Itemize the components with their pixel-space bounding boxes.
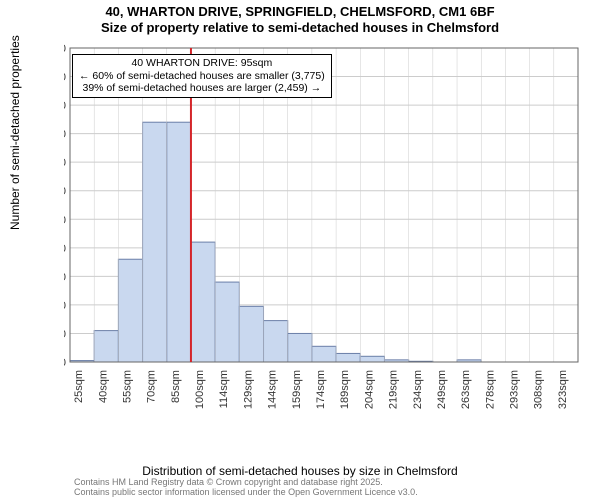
chart-title-line1: 40, WHARTON DRIVE, SPRINGFIELD, CHELMSFO… (0, 4, 600, 19)
svg-text:293sqm: 293sqm (509, 370, 521, 409)
histogram-svg: 0 200 400 600 800 1000 1200 1400 1600 1800 2000 220… (64, 42, 584, 422)
svg-text:308sqm: 308sqm (533, 370, 545, 409)
svg-text:600: 600 (64, 271, 66, 283)
svg-text:278sqm: 278sqm (484, 370, 496, 409)
annotation-line1: 40 WHARTON DRIVE: 95sqm (79, 57, 325, 70)
svg-text:800: 800 (64, 243, 66, 255)
svg-text:174sqm: 174sqm (315, 370, 327, 409)
chart-container: 40, WHARTON DRIVE, SPRINGFIELD, CHELMSFO… (0, 0, 600, 500)
attribution-text: Contains HM Land Registry data © Crown c… (74, 478, 418, 498)
svg-text:1400: 1400 (64, 157, 66, 169)
annotation-line2: ← 60% of semi-detached houses are smalle… (79, 70, 325, 83)
svg-text:85sqm: 85sqm (170, 370, 182, 403)
svg-text:263sqm: 263sqm (460, 370, 472, 409)
svg-text:1800: 1800 (64, 100, 66, 112)
svg-text:234sqm: 234sqm (412, 370, 424, 409)
svg-text:249sqm: 249sqm (436, 370, 448, 409)
svg-text:2000: 2000 (64, 72, 66, 84)
svg-text:400: 400 (64, 300, 66, 312)
svg-text:219sqm: 219sqm (388, 370, 400, 409)
attribution-line2: Contains public sector information licen… (74, 487, 418, 497)
svg-text:0: 0 (64, 357, 66, 369)
annotation-box: 40 WHARTON DRIVE: 95sqm ← 60% of semi-de… (72, 54, 332, 98)
svg-text:40sqm: 40sqm (97, 370, 109, 403)
svg-text:1200: 1200 (64, 186, 66, 198)
svg-text:1600: 1600 (64, 129, 66, 141)
svg-text:144sqm: 144sqm (267, 370, 279, 409)
svg-text:129sqm: 129sqm (242, 370, 254, 409)
annotation-line3: 39% of semi-detached houses are larger (… (79, 82, 325, 95)
plot-area: 0 200 400 600 800 1000 1200 1400 1600 1800 2000 220… (64, 42, 584, 422)
svg-text:25sqm: 25sqm (73, 370, 85, 403)
attribution-line1: Contains HM Land Registry data © Crown c… (74, 477, 383, 487)
svg-text:204sqm: 204sqm (363, 370, 375, 409)
svg-text:200: 200 (64, 328, 66, 340)
svg-text:55sqm: 55sqm (121, 370, 133, 403)
svg-text:114sqm: 114sqm (218, 370, 230, 408)
x-axis-label: Distribution of semi-detached houses by … (0, 464, 600, 478)
svg-text:100sqm: 100sqm (194, 370, 206, 409)
svg-text:2200: 2200 (64, 43, 66, 55)
svg-text:189sqm: 189sqm (339, 370, 351, 409)
svg-text:1000: 1000 (64, 214, 66, 226)
svg-text:70sqm: 70sqm (146, 370, 158, 403)
y-axis-label: Number of semi-detached properties (8, 35, 22, 230)
chart-title-line2: Size of property relative to semi-detach… (0, 20, 600, 35)
svg-text:159sqm: 159sqm (291, 370, 303, 409)
svg-text:323sqm: 323sqm (557, 370, 569, 409)
